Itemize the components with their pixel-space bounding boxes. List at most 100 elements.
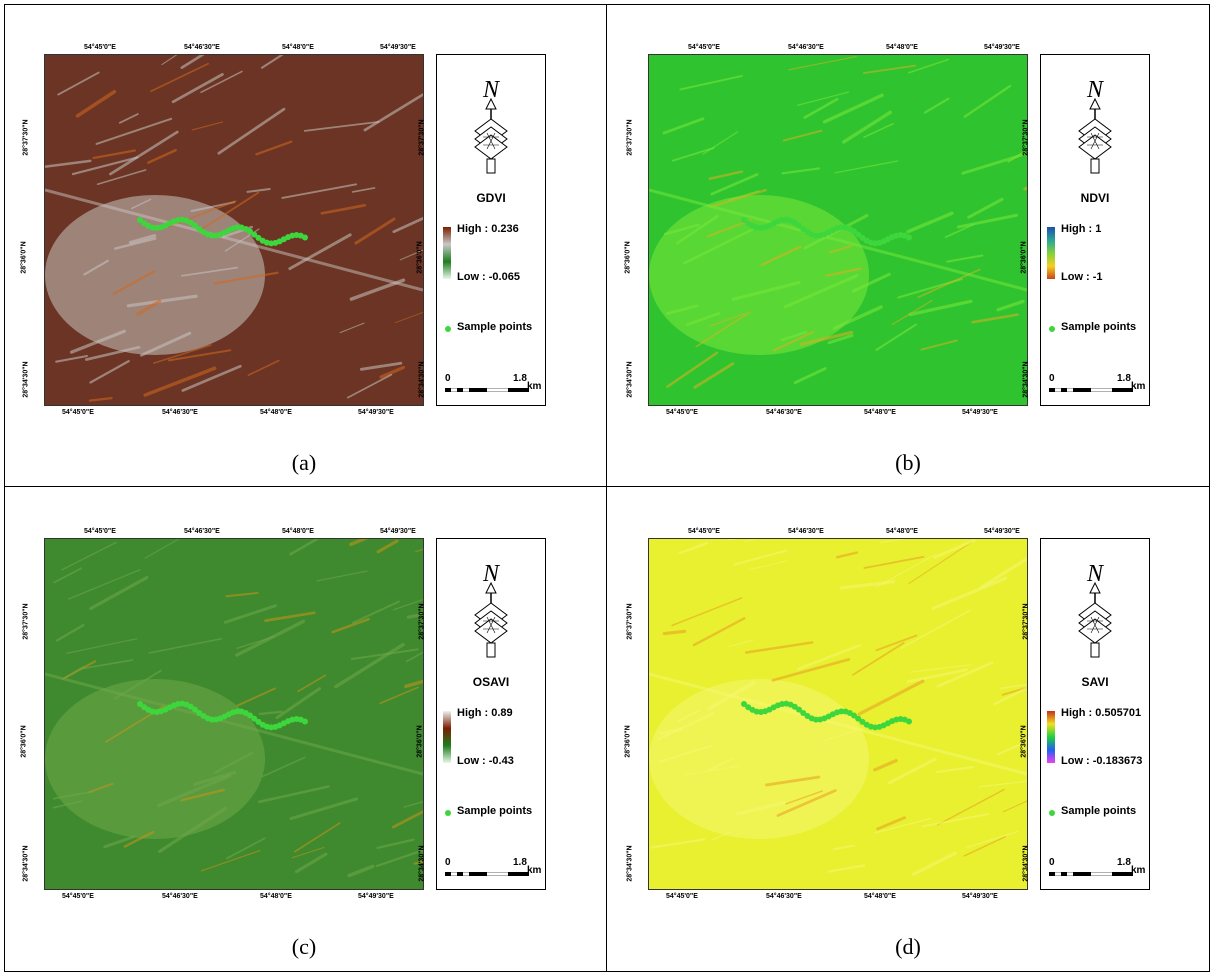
panel-caption: (d) (895, 934, 921, 959)
sample-point (137, 217, 143, 223)
index-map[interactable] (648, 54, 1028, 406)
index-title: NDVI (1080, 191, 1110, 205)
lat-tick-left: 28°37'30"N (22, 603, 30, 640)
sample-point-symbol (1049, 326, 1055, 332)
lat-tick-right: 28°37'30"N (418, 119, 426, 156)
scale-distance-label: 1.8 (1117, 857, 1131, 868)
sample-point (192, 222, 198, 229)
sample-point (255, 234, 262, 241)
scale-bar (1049, 872, 1133, 876)
lon-tick-top: 54°46'30"E (184, 528, 220, 535)
sample-point (791, 703, 798, 710)
north-arrow-icon: N (1078, 561, 1112, 658)
legend-color-ramp (1047, 711, 1055, 763)
sample-point (234, 708, 241, 715)
scale-distance-label: 1.8 (513, 857, 527, 868)
lon-tick-bottom: 54°49'30"E (962, 409, 998, 416)
lat-tick-left: 28°34'30"N (626, 361, 634, 398)
map-panel-osavi: 54°45'0"E 54°46'30"E 54°48'0"E 54°49'30"… (4, 488, 604, 968)
lat-tick-left: 28°36'0"N (20, 241, 28, 274)
sample-point (251, 231, 258, 238)
lon-tick-top: 54°45'0"E (84, 528, 116, 535)
lon-tick-top: 54°49'30"E (984, 44, 1020, 51)
sample-point (796, 706, 802, 713)
lon-tick-top: 54°49'30"E (380, 528, 416, 535)
index-map-raster (45, 55, 423, 405)
index-title: GDVI (476, 191, 506, 205)
lat-tick-right: 28°36'0"N (416, 725, 424, 758)
scale-distance-label: 1.8 (513, 373, 527, 384)
lon-tick-bottom: 54°46'30"E (766, 409, 802, 416)
north-arrow-icon: N (474, 561, 508, 658)
lon-tick-top: 54°45'0"E (688, 528, 720, 535)
sample-point-symbol (445, 326, 451, 332)
sample-point (234, 224, 241, 231)
legend-color-ramp (1047, 227, 1055, 279)
index-map[interactable] (44, 538, 424, 890)
scale-unit-label: km (527, 865, 542, 876)
figure-frame (4, 4, 1210, 972)
lon-tick-top: 54°48'0"E (886, 44, 918, 51)
legend-low-label: Low : -0.065 (457, 271, 520, 283)
scale-zero-label: 0 (445, 857, 451, 868)
svg-text:N: N (482, 561, 501, 587)
map-panel-gdvi: 54°45'0"E 54°46'30"E 54°48'0"E 54°49'30"… (4, 4, 604, 484)
lon-tick-bottom: 54°49'30"E (962, 893, 998, 900)
grid-divider-vertical (606, 4, 607, 972)
map-legend: N OSAVI High : 0.89 Low : -0.43 Sample p… (436, 538, 546, 890)
lon-tick-bottom: 54°48'0"E (864, 893, 896, 900)
sample-point (859, 234, 866, 241)
sample-point (187, 219, 194, 226)
legend-low-label: Low : -0.183673 (1061, 755, 1143, 767)
map-legend: N SAVI High : 0.505701 Low : -0.183673 S… (1040, 538, 1150, 890)
lon-tick-bottom: 54°48'0"E (260, 893, 292, 900)
lat-tick-right: 28°34'30"N (1022, 845, 1030, 882)
svg-text:N: N (1086, 561, 1105, 587)
lon-tick-top: 54°49'30"E (984, 528, 1020, 535)
lat-tick-left: 28°36'0"N (624, 725, 632, 758)
sample-point (906, 718, 912, 725)
legend-high-label: High : 1 (1061, 223, 1102, 235)
sample-point (251, 715, 258, 722)
index-map[interactable] (648, 538, 1028, 890)
legend-low-label: Low : -1 (1061, 271, 1103, 283)
lon-tick-bottom: 54°45'0"E (666, 893, 698, 900)
sample-point (838, 224, 845, 231)
map-legend: N GDVI High : 0.236 Low : -0.065 Sample … (436, 54, 546, 406)
lon-tick-top: 54°48'0"E (282, 44, 314, 51)
sample-point (192, 706, 198, 713)
legend-color-ramp (443, 227, 451, 279)
sample-point (741, 701, 747, 707)
sample-point (196, 225, 203, 232)
north-arrow-icon: N (474, 77, 508, 174)
svg-text:N: N (1086, 77, 1105, 103)
sample-point (812, 232, 819, 239)
scale-zero-label: 0 (1049, 857, 1055, 868)
legend-color-ramp (443, 711, 451, 763)
panel-caption: (c) (291, 934, 317, 959)
index-title: SAVI (1081, 675, 1109, 689)
index-map-raster (649, 55, 1027, 405)
lat-tick-left: 28°34'30"N (22, 361, 30, 398)
lon-tick-top: 54°49'30"E (380, 44, 416, 51)
map-legend: N NDVI High : 1 Low : -1 Sample points 0… (1040, 54, 1150, 406)
scale-unit-label: km (1131, 865, 1146, 876)
sample-point (247, 228, 253, 235)
sample-point (838, 708, 845, 715)
sample-point (851, 228, 857, 235)
index-map-raster (45, 539, 423, 889)
sample-point (208, 716, 215, 723)
sample-point (800, 709, 807, 716)
index-map[interactable] (44, 54, 424, 406)
lat-tick-right: 28°34'30"N (418, 361, 426, 398)
lon-tick-top: 54°46'30"E (184, 44, 220, 51)
lon-tick-bottom: 54°49'30"E (358, 409, 394, 416)
panel-caption: (b) (895, 450, 921, 475)
lat-tick-right: 28°34'30"N (418, 845, 426, 882)
sample-point (859, 718, 866, 725)
sample-point (187, 703, 194, 710)
scale-distance-label: 1.8 (1117, 373, 1131, 384)
lon-tick-bottom: 54°45'0"E (62, 409, 94, 416)
lat-tick-left: 28°36'0"N (624, 241, 632, 274)
lon-tick-bottom: 54°45'0"E (62, 893, 94, 900)
